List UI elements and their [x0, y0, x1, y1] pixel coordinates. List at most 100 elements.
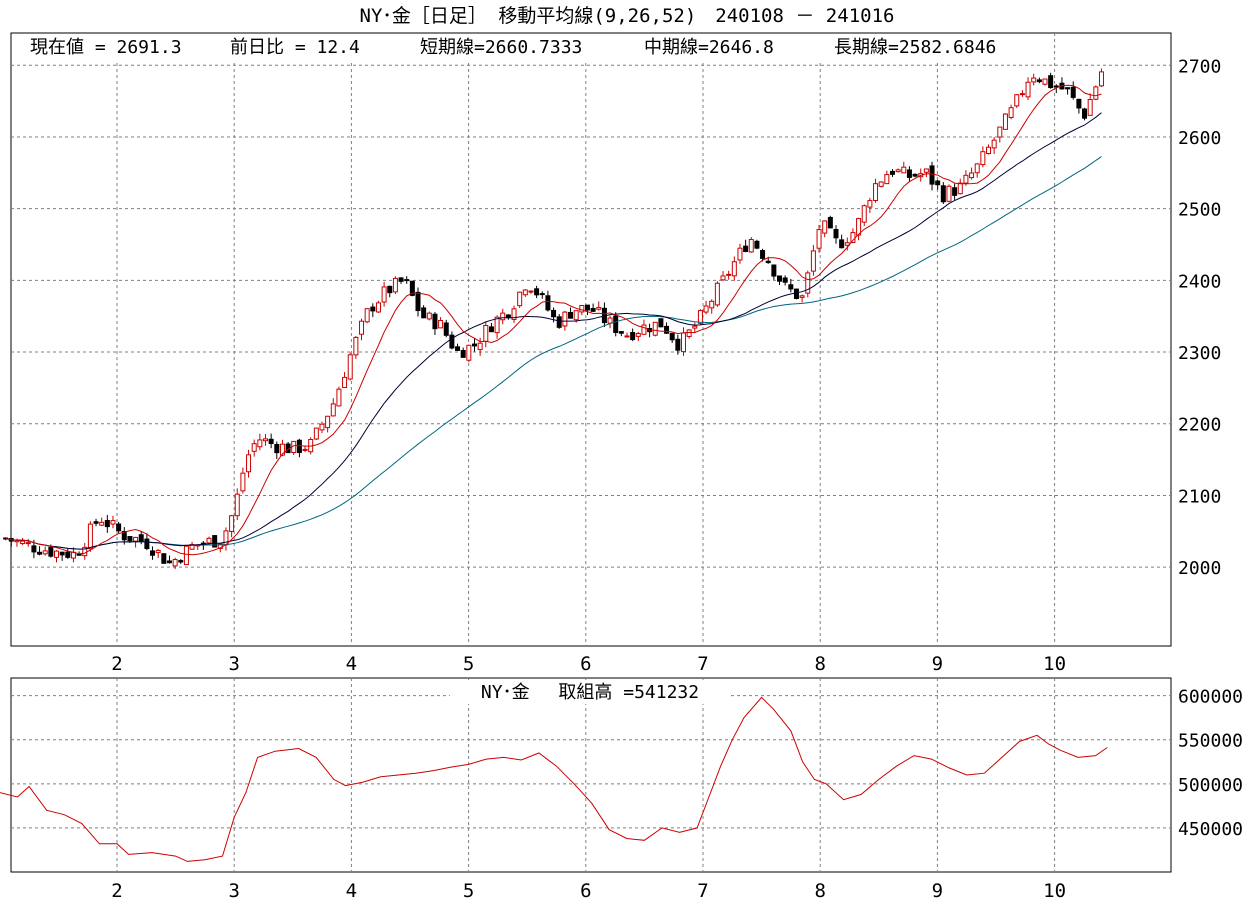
main-x-tick: 6	[580, 653, 591, 675]
main-x-tick: 7	[697, 653, 708, 675]
candle	[1059, 77, 1065, 90]
volume-title-bg	[450, 680, 730, 704]
candle-body	[980, 151, 986, 166]
volume-y-tick: 500000	[1178, 775, 1243, 796]
candle	[99, 517, 105, 527]
candle-body	[212, 535, 218, 548]
candle-body	[957, 182, 963, 195]
candle-body	[709, 300, 715, 309]
candle	[20, 537, 26, 546]
candle-body	[793, 288, 799, 299]
chart-title: NY･金［日足］ 移動平均線(9,26,52) 240108 － 241016	[360, 5, 895, 27]
candle	[234, 488, 240, 521]
candle-body	[189, 544, 195, 550]
candle	[810, 245, 816, 276]
main-x-tick: 3	[228, 653, 239, 675]
candle	[426, 311, 432, 321]
candle-body	[240, 472, 246, 492]
candle	[398, 277, 404, 284]
candle	[777, 275, 783, 286]
candle-body	[556, 316, 562, 328]
candle-body	[234, 493, 240, 517]
candle-body	[545, 295, 551, 311]
candle	[455, 343, 461, 352]
candle-body	[1008, 107, 1014, 118]
candle-body	[1025, 81, 1031, 98]
candle-body	[991, 139, 997, 149]
candle	[1082, 107, 1088, 121]
candle-body	[14, 540, 20, 543]
candle-body	[500, 312, 506, 321]
candle	[1076, 98, 1082, 114]
info-short-ma: 短期線=2660.7333	[420, 37, 582, 58]
candle-body	[262, 438, 268, 442]
candle-body	[551, 309, 557, 318]
main-x-tick: 9	[932, 653, 943, 675]
candle-body	[426, 312, 432, 320]
candle	[1087, 93, 1093, 116]
candle-body	[664, 325, 670, 334]
candle	[534, 285, 540, 299]
volume-x-tick: 9	[932, 880, 943, 902]
candle-body	[387, 285, 393, 294]
candle-body	[1019, 93, 1025, 96]
candle	[929, 161, 935, 191]
candle-body	[161, 553, 167, 564]
candle-body	[861, 205, 867, 223]
candle	[618, 331, 624, 337]
candle-body	[618, 331, 624, 334]
candle	[997, 126, 1003, 143]
candle-body	[844, 242, 850, 246]
candle	[991, 137, 997, 154]
candle	[229, 514, 235, 538]
candle	[488, 322, 494, 333]
candle-body	[873, 183, 879, 201]
candle	[87, 521, 93, 552]
candle-body	[1065, 87, 1071, 90]
volume-x-tick: 8	[814, 880, 825, 902]
candle	[737, 243, 743, 264]
main-y-tick: 2200	[1178, 415, 1221, 436]
candle	[839, 234, 845, 249]
candle-body	[963, 174, 969, 184]
volume-y-tick-labels: 600000 550000 500000 450000	[1178, 687, 1243, 840]
candle	[878, 181, 884, 188]
candle	[895, 168, 901, 173]
candle-body	[438, 320, 444, 329]
candle-body	[714, 282, 720, 306]
candle	[387, 285, 393, 298]
candle	[212, 535, 218, 548]
candle	[296, 438, 302, 458]
candle	[760, 248, 766, 262]
volume-x-tick: 4	[346, 880, 357, 902]
main-y-tick-labels: 2700 2600 2500 2400 2300 2200 2100 2000	[1178, 56, 1221, 579]
candle-body	[935, 180, 941, 186]
candle-body	[539, 293, 545, 296]
candle	[805, 270, 811, 298]
candle	[449, 331, 455, 350]
candle-body	[381, 286, 387, 303]
main-plot-frame	[10, 32, 1172, 647]
candle-body	[737, 247, 743, 261]
volume-x-tick: 2	[111, 880, 122, 902]
candle	[1008, 104, 1014, 120]
candle-body	[246, 454, 252, 473]
candle-body	[584, 304, 590, 311]
candle-body	[133, 536, 139, 542]
candle	[359, 318, 365, 341]
info-current-price: 現在値 = 2691.3	[30, 37, 182, 58]
candle	[986, 144, 992, 155]
candle	[782, 275, 788, 286]
candle-body	[929, 165, 935, 185]
candle	[833, 225, 839, 244]
candle	[816, 224, 822, 253]
candle-body	[895, 169, 901, 173]
main-x-tick: 4	[346, 653, 357, 675]
candle-body	[940, 185, 946, 203]
candle-body	[782, 277, 788, 283]
candle-body	[1076, 98, 1082, 109]
candle-body	[65, 551, 71, 558]
candle-body	[1053, 85, 1059, 88]
candle-body	[568, 311, 574, 319]
info-bar-bg	[12, 34, 1042, 60]
